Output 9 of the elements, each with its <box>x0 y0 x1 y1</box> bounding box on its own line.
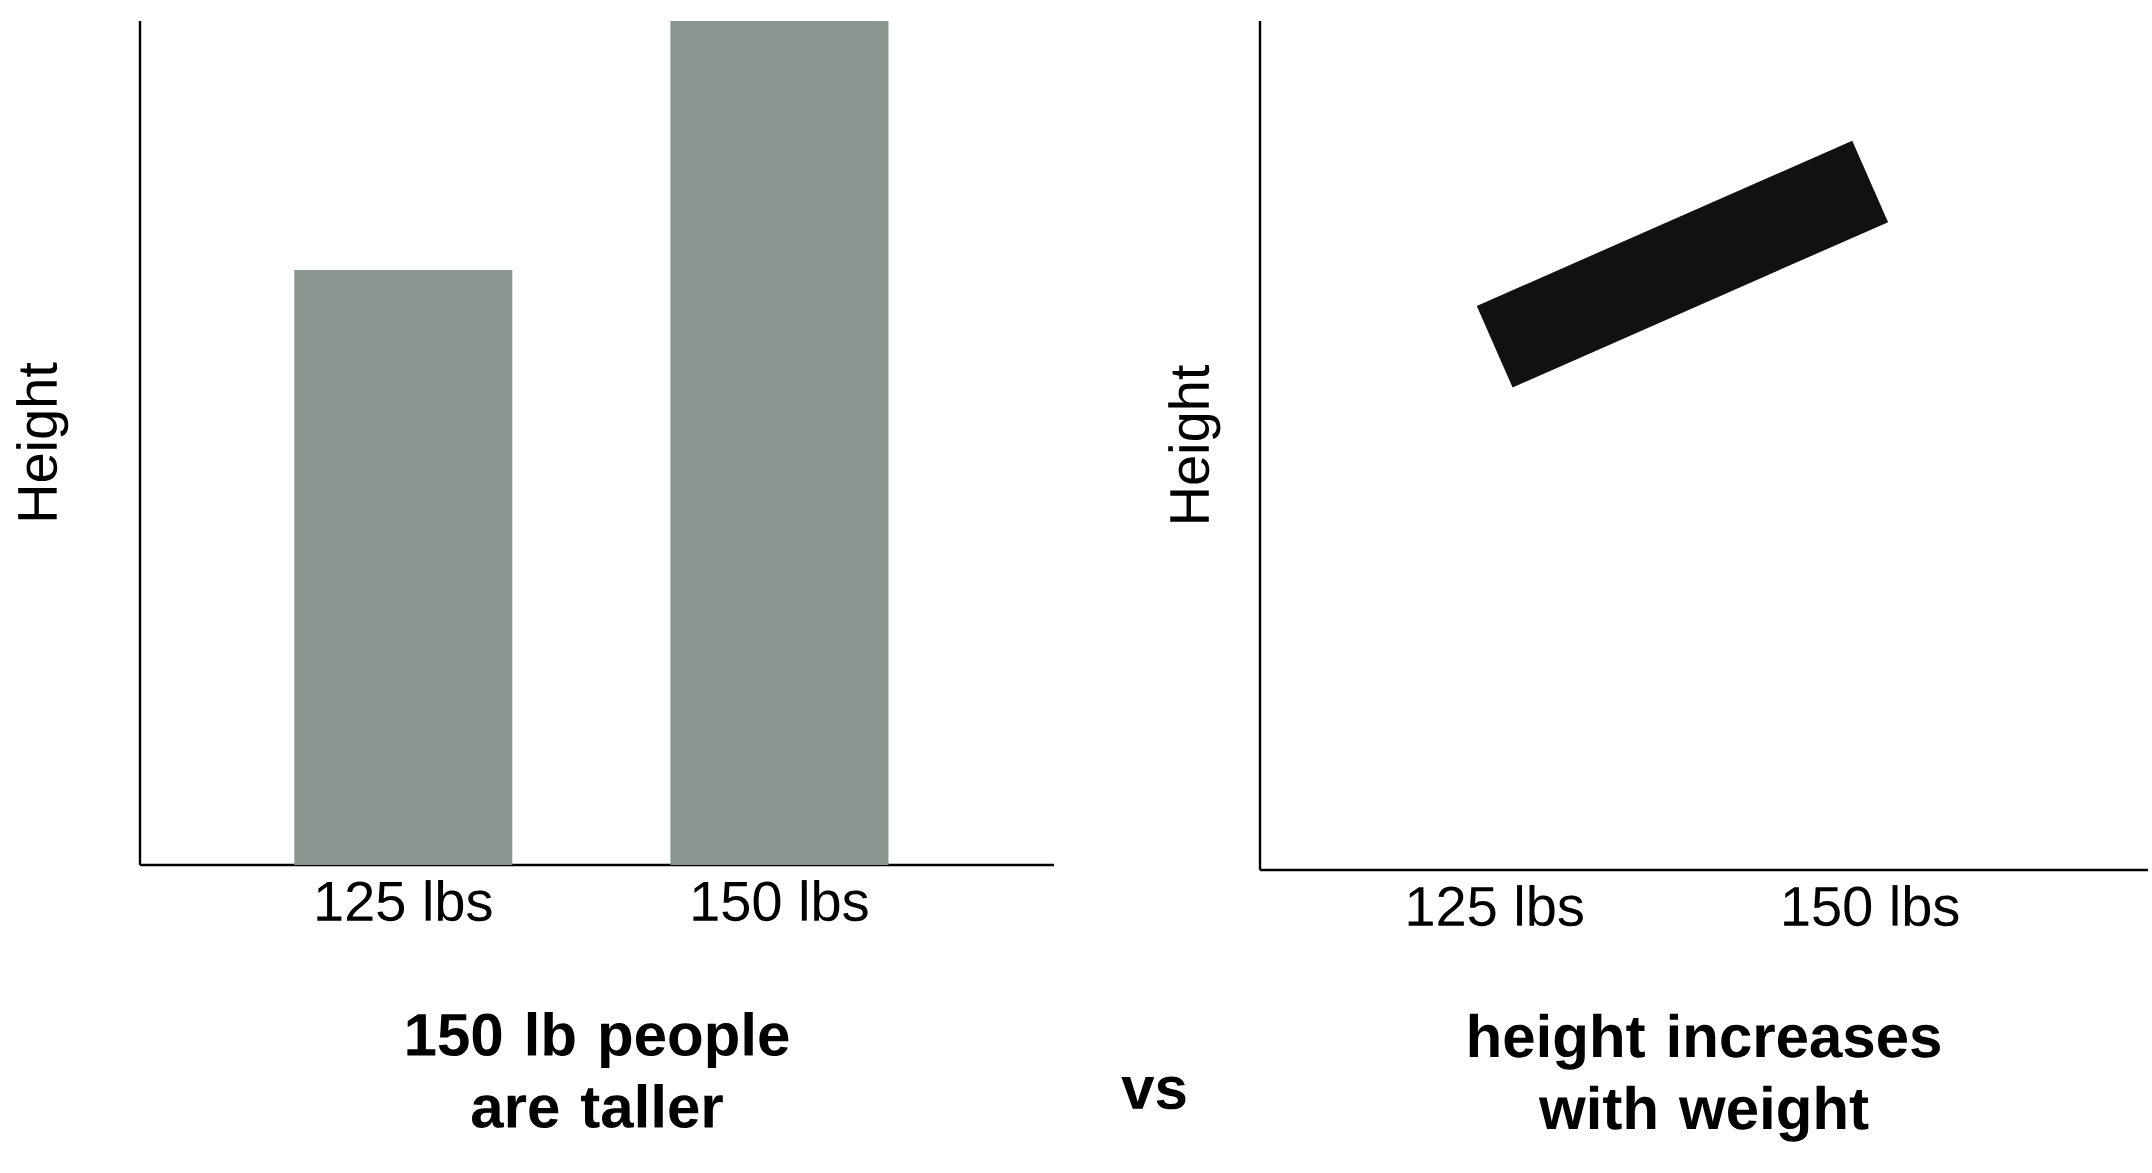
text: 150 lb people are taller <box>407 1011 789 1129</box>
x-tick-label: 150 lbs <box>1784 885 1959 927</box>
x-tick-label: 125 lbs <box>1408 885 1583 927</box>
y-axis-title: Height <box>1168 365 1221 522</box>
x-tick-label: 150 lbs <box>693 880 868 922</box>
text: height increases with weight <box>1469 1013 1940 1142</box>
text: vs <box>1121 1076 1186 1110</box>
y-axis-title: Height <box>16 362 69 520</box>
x-tick-label: 125 lbs <box>317 880 492 922</box>
